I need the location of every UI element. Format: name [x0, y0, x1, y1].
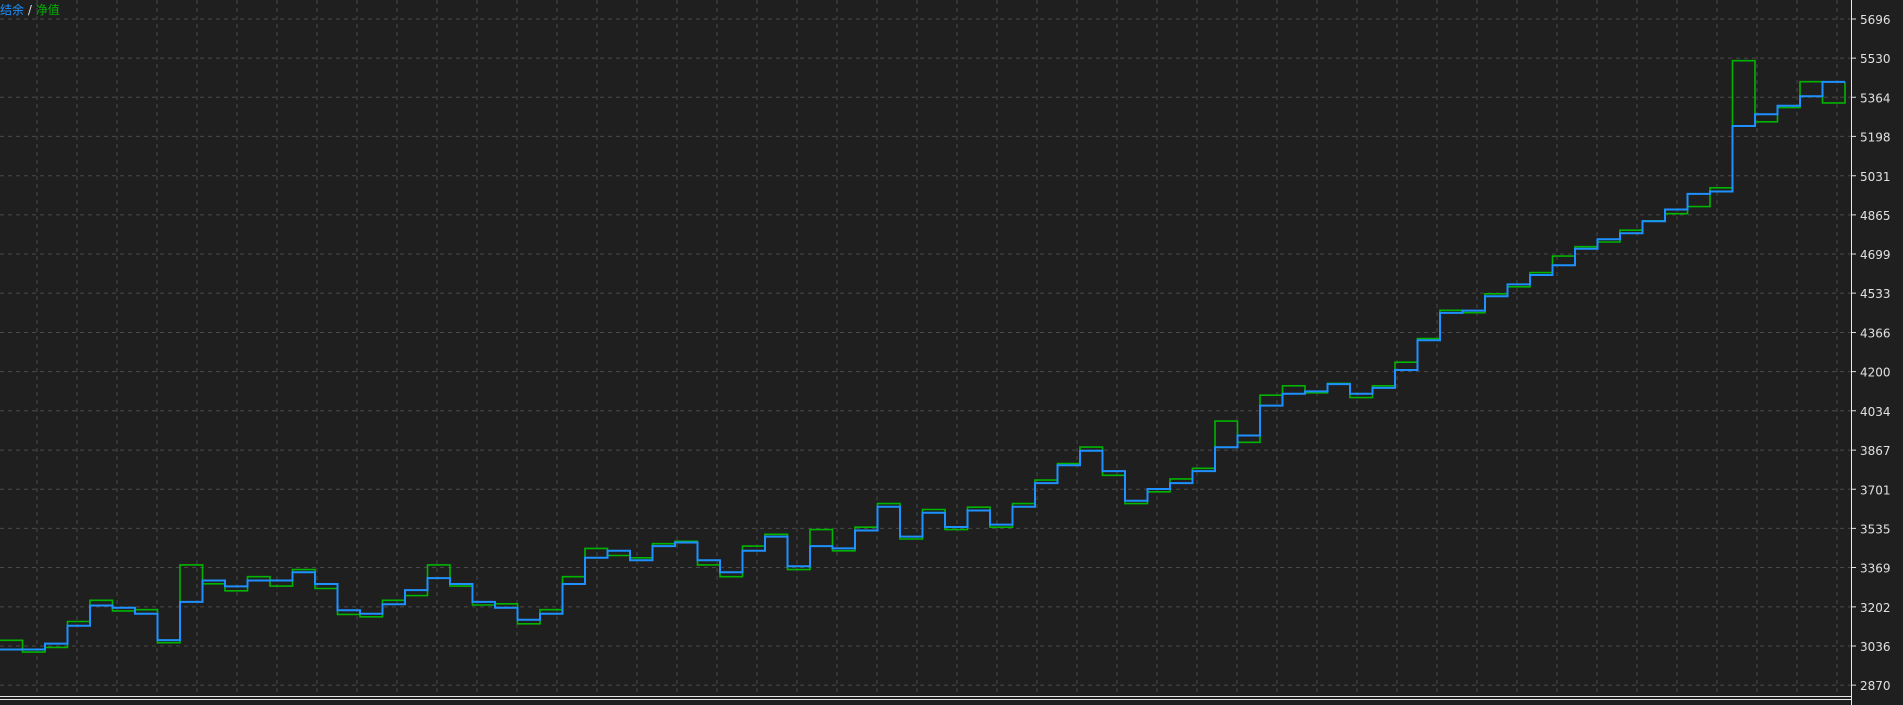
y-tick-label: 3202 — [1860, 601, 1891, 615]
y-tick-label: 4034 — [1860, 405, 1891, 419]
y-tick-label: 2870 — [1860, 679, 1891, 693]
y-tick-label: 3535 — [1860, 522, 1891, 536]
y-tick-label: 3867 — [1860, 444, 1891, 458]
y-tick-label: 5364 — [1860, 91, 1891, 105]
y-tick-label: 3369 — [1860, 562, 1891, 576]
balance-line — [0, 80, 1845, 651]
series-layer — [0, 59, 1846, 653]
y-tick-label: 4533 — [1860, 287, 1891, 301]
y-tick-label: 5530 — [1860, 52, 1891, 66]
legend-equity: 净值 — [35, 3, 60, 17]
grid — [0, 0, 1851, 696]
legend-balance: 结余 — [0, 3, 25, 17]
y-tick-label: 3701 — [1860, 483, 1891, 497]
legend-separator: / — [27, 3, 32, 17]
y-tick-label: 4366 — [1860, 327, 1891, 341]
y-tick-label: 4865 — [1860, 209, 1891, 223]
y-tick-label: 4699 — [1860, 248, 1891, 262]
y-tick-label: 5031 — [1860, 170, 1891, 184]
y-tick-label: 5696 — [1860, 13, 1891, 27]
chart-legend: 结余 / 净值 — [0, 1, 60, 18]
y-tick-label: 5198 — [1860, 130, 1891, 144]
y-tick-label: 4200 — [1860, 366, 1891, 380]
y-tick-label: 3036 — [1860, 640, 1891, 654]
